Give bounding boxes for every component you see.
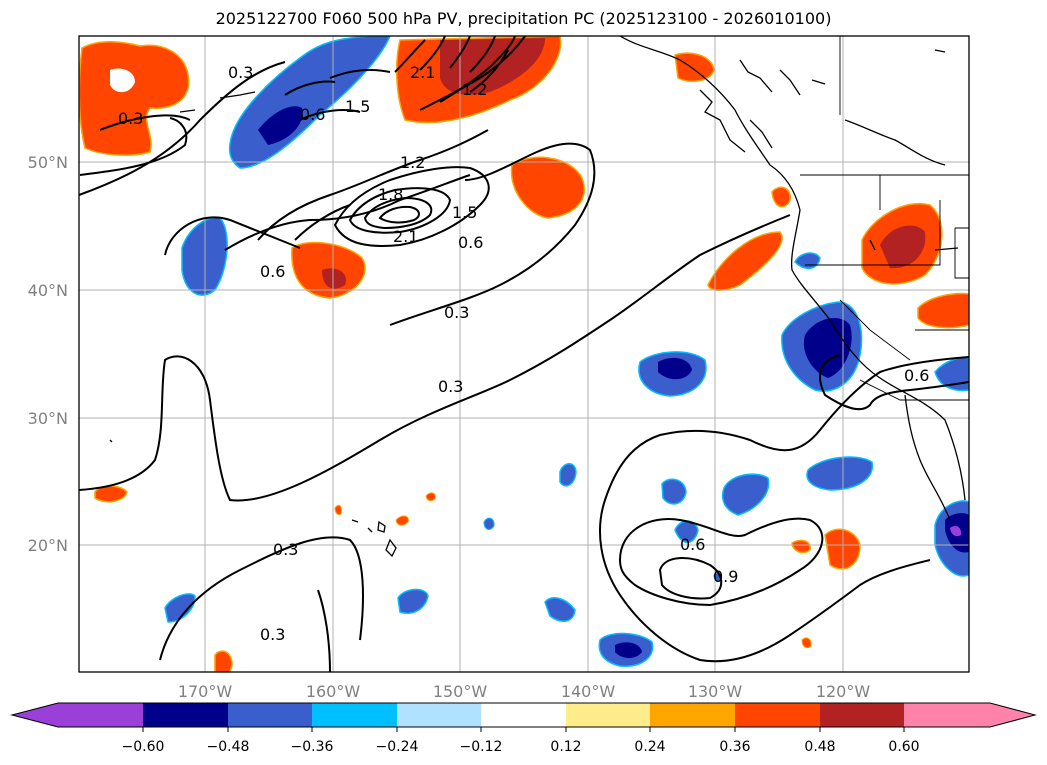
lat-label: 20°N bbox=[28, 536, 68, 555]
contour-label: 1.2 bbox=[462, 80, 487, 99]
precip-negative-area bbox=[559, 463, 577, 487]
lon-label: 150°W bbox=[433, 682, 488, 701]
colorbar-segment bbox=[143, 703, 228, 727]
colorbar-tick-label: −0.60 bbox=[122, 739, 165, 755]
precip-negative-area bbox=[164, 593, 196, 623]
colorbar-tick-label: 0.12 bbox=[550, 739, 581, 755]
longitude-labels: 170°W 160°W 150°W 140°W 130°W 120°W bbox=[178, 682, 871, 701]
contour-label: 0.6 bbox=[680, 535, 705, 554]
contour-labels: 0.3 0.3 0.6 1.5 1.2 1.8 2.1 1.5 0.6 0.6 … bbox=[118, 63, 929, 644]
precip-negative-strong bbox=[803, 317, 852, 378]
precip-negative-area bbox=[544, 597, 576, 622]
colorbar-tick-label: 0.60 bbox=[888, 739, 919, 755]
precip-positive-area bbox=[334, 504, 342, 516]
precip-positive-area bbox=[771, 186, 791, 208]
precip-negative-strong bbox=[615, 642, 642, 658]
precip-positive-area bbox=[510, 156, 585, 219]
precip-negative-area bbox=[397, 588, 429, 614]
lat-label: 30°N bbox=[28, 409, 68, 428]
precip-positive-strong bbox=[440, 38, 545, 95]
contour-label: 0.3 bbox=[260, 625, 285, 644]
contour-label: 0.9 bbox=[713, 567, 738, 586]
contour-label: 2.1 bbox=[393, 227, 418, 246]
contour-label: 0.3 bbox=[444, 303, 469, 322]
precip-negative-area bbox=[794, 252, 821, 270]
precip-negative-extreme bbox=[950, 526, 962, 537]
colorbar-segment bbox=[566, 703, 651, 727]
colorbar-segment bbox=[228, 703, 313, 727]
precip-negative-area bbox=[661, 478, 687, 505]
precip-positive-area bbox=[214, 650, 233, 672]
lon-label: 170°W bbox=[178, 682, 233, 701]
precip-positive-area bbox=[110, 68, 135, 93]
contour-label: 0.3 bbox=[228, 63, 253, 82]
lat-label: 50°N bbox=[28, 153, 68, 172]
precip-negative-area bbox=[721, 473, 770, 516]
colorbar-segment bbox=[820, 703, 904, 727]
contour-label: 0.6 bbox=[904, 366, 929, 385]
precip-negative-area bbox=[806, 456, 874, 491]
contour-label: 0.3 bbox=[273, 540, 298, 559]
colorbar-tick-label: −0.12 bbox=[460, 739, 503, 755]
contour-label: 0.3 bbox=[438, 377, 463, 396]
precip-positive-strong bbox=[322, 268, 346, 289]
precip-shading bbox=[79, 36, 969, 672]
precip-positive-area bbox=[425, 492, 436, 502]
precip-negative-area bbox=[674, 520, 699, 544]
lon-label: 130°W bbox=[688, 682, 743, 701]
colorbar-segment bbox=[12, 703, 143, 727]
pv-contours bbox=[79, 36, 969, 672]
colorbar-segment bbox=[481, 703, 566, 727]
precip-positive-strong bbox=[880, 225, 926, 269]
lon-label: 140°W bbox=[561, 682, 616, 701]
contour-label: 0.6 bbox=[260, 262, 285, 281]
contour-label: 1.5 bbox=[345, 97, 370, 116]
contour-label: 1.8 bbox=[378, 185, 403, 204]
lat-label: 40°N bbox=[28, 281, 68, 300]
precip-negative-area bbox=[483, 517, 495, 530]
colorbar-tick-label: 0.48 bbox=[804, 739, 835, 755]
colorbar: −0.60 −0.48 −0.36 −0.24 −0.12 0.12 0.24 … bbox=[10, 702, 1037, 755]
precip-positive-area bbox=[801, 637, 812, 649]
contour-label: 0.3 bbox=[118, 109, 143, 128]
precip-negative-strong bbox=[258, 106, 303, 145]
precip-positive-area bbox=[917, 292, 969, 329]
contour-label: 1.5 bbox=[452, 203, 477, 222]
precip-positive-area bbox=[674, 52, 715, 83]
graticule bbox=[79, 36, 969, 672]
colorbar-segment bbox=[650, 703, 735, 727]
latitude-labels: 50°N 40°N 30°N 20°N bbox=[28, 153, 68, 555]
colorbar-segment bbox=[312, 703, 397, 727]
colorbar-tick-label: −0.24 bbox=[376, 739, 419, 755]
contour-label: 0.6 bbox=[458, 233, 483, 252]
map-title: 2025122700 F060 500 hPa PV, precipitatio… bbox=[215, 9, 832, 28]
lon-label: 160°W bbox=[306, 682, 361, 701]
contour-label: 0.6 bbox=[300, 105, 325, 124]
colorbar-tick-label: 0.24 bbox=[634, 739, 665, 755]
political-borders bbox=[800, 36, 969, 401]
precip-positive-area bbox=[395, 515, 409, 526]
precip-positive-area bbox=[791, 539, 811, 554]
colorbar-tick-label: −0.36 bbox=[291, 739, 334, 755]
lon-label: 120°W bbox=[816, 682, 871, 701]
contour-label: 2.1 bbox=[410, 63, 435, 82]
precip-negative-strong bbox=[658, 357, 692, 380]
colorbar-segment bbox=[904, 703, 1035, 727]
colorbar-tick-label: −0.48 bbox=[207, 739, 250, 755]
colorbar-outline bbox=[10, 702, 1037, 728]
coastlines bbox=[109, 36, 966, 558]
colorbar-segment bbox=[735, 703, 820, 727]
plot-frame bbox=[78, 35, 970, 673]
colorbar-tick-label: 0.36 bbox=[719, 739, 750, 755]
colorbar-segment bbox=[397, 703, 481, 727]
precip-negative-area bbox=[934, 356, 969, 392]
contour-label: 1.2 bbox=[400, 153, 425, 172]
